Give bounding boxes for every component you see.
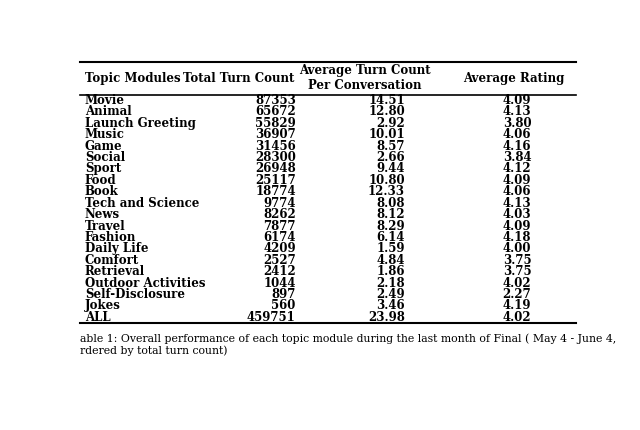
Text: 1.59: 1.59 — [376, 243, 405, 255]
Text: 4.06: 4.06 — [503, 128, 531, 141]
Text: 2527: 2527 — [263, 254, 296, 267]
Text: 18774: 18774 — [255, 185, 296, 198]
Text: Animal: Animal — [85, 105, 132, 118]
Text: 4.13: 4.13 — [503, 105, 531, 118]
Text: 10.80: 10.80 — [368, 174, 405, 187]
Text: Topic Modules: Topic Modules — [85, 71, 180, 85]
Text: 897: 897 — [271, 288, 296, 301]
Text: 25117: 25117 — [255, 174, 296, 187]
Text: Movie: Movie — [85, 94, 125, 107]
Text: 12.33: 12.33 — [368, 185, 405, 198]
Text: 4.02: 4.02 — [503, 276, 531, 290]
Text: 4.02: 4.02 — [503, 311, 531, 324]
Text: Outdoor Activities: Outdoor Activities — [85, 276, 205, 290]
Text: 8262: 8262 — [263, 208, 296, 221]
Text: Comfort: Comfort — [85, 254, 140, 267]
Text: Book: Book — [85, 185, 118, 198]
Text: 65672: 65672 — [255, 105, 296, 118]
Text: Food: Food — [85, 174, 116, 187]
Text: 1044: 1044 — [263, 276, 296, 290]
Text: 2.49: 2.49 — [376, 288, 405, 301]
Text: 4.84: 4.84 — [376, 254, 405, 267]
Text: 4209: 4209 — [263, 243, 296, 255]
Text: 2.27: 2.27 — [502, 288, 531, 301]
Text: 23.98: 23.98 — [368, 311, 405, 324]
Text: Sport: Sport — [85, 163, 121, 175]
Text: 8.08: 8.08 — [376, 197, 405, 210]
Text: 8.29: 8.29 — [376, 219, 405, 233]
Text: 3.75: 3.75 — [503, 254, 531, 267]
Text: Self-Disclosure: Self-Disclosure — [85, 288, 185, 301]
Text: 4.16: 4.16 — [503, 140, 531, 153]
Text: 4.09: 4.09 — [503, 174, 531, 187]
Text: 28300: 28300 — [255, 151, 296, 164]
Text: Total Turn Count: Total Turn Count — [183, 71, 294, 85]
Text: 4.03: 4.03 — [503, 208, 531, 221]
Text: 9.44: 9.44 — [376, 163, 405, 175]
Text: 1.86: 1.86 — [376, 265, 405, 278]
Text: Tech and Science: Tech and Science — [85, 197, 199, 210]
Text: 4.12: 4.12 — [503, 163, 531, 175]
Text: 3.84: 3.84 — [503, 151, 531, 164]
Text: 4.18: 4.18 — [503, 231, 531, 244]
Text: 560: 560 — [271, 299, 296, 313]
Text: 10.01: 10.01 — [368, 128, 405, 141]
Text: 14.51: 14.51 — [368, 94, 405, 107]
Text: ALL: ALL — [85, 311, 111, 324]
Text: Jokes: Jokes — [85, 299, 121, 313]
Text: 6174: 6174 — [263, 231, 296, 244]
Text: Music: Music — [85, 128, 125, 141]
Text: 6.14: 6.14 — [376, 231, 405, 244]
Text: 87353: 87353 — [255, 94, 296, 107]
Text: 7877: 7877 — [263, 219, 296, 233]
Text: 2.92: 2.92 — [376, 117, 405, 130]
Text: 459751: 459751 — [247, 311, 296, 324]
Text: able 1: Overall performance of each topic module during the last month of Final : able 1: Overall performance of each topi… — [80, 333, 616, 356]
Text: 2412: 2412 — [263, 265, 296, 278]
Text: News: News — [85, 208, 120, 221]
Text: 3.80: 3.80 — [503, 117, 531, 130]
Text: Launch Greeting: Launch Greeting — [85, 117, 196, 130]
Text: Fashion: Fashion — [85, 231, 136, 244]
Text: Average Turn Count
Per Conversation: Average Turn Count Per Conversation — [300, 64, 431, 92]
Text: 4.19: 4.19 — [503, 299, 531, 313]
Text: Social: Social — [85, 151, 125, 164]
Text: 4.06: 4.06 — [503, 185, 531, 198]
Text: 4.09: 4.09 — [503, 94, 531, 107]
Text: 3.46: 3.46 — [376, 299, 405, 313]
Text: 8.12: 8.12 — [376, 208, 405, 221]
Text: 31456: 31456 — [255, 140, 296, 153]
Text: Daily Life: Daily Life — [85, 243, 148, 255]
Text: 2.66: 2.66 — [376, 151, 405, 164]
Text: 4.09: 4.09 — [503, 219, 531, 233]
Text: Average Rating: Average Rating — [463, 71, 564, 85]
Text: 26948: 26948 — [255, 163, 296, 175]
Text: 4.13: 4.13 — [503, 197, 531, 210]
Text: 9774: 9774 — [263, 197, 296, 210]
Text: 12.80: 12.80 — [368, 105, 405, 118]
Text: 3.75: 3.75 — [503, 265, 531, 278]
Text: Retrieval: Retrieval — [85, 265, 145, 278]
Text: 8.57: 8.57 — [376, 140, 405, 153]
Text: 2.18: 2.18 — [376, 276, 405, 290]
Text: 36907: 36907 — [255, 128, 296, 141]
Text: 4.00: 4.00 — [503, 243, 531, 255]
Text: Game: Game — [85, 140, 123, 153]
Text: 55829: 55829 — [255, 117, 296, 130]
Text: Travel: Travel — [85, 219, 125, 233]
